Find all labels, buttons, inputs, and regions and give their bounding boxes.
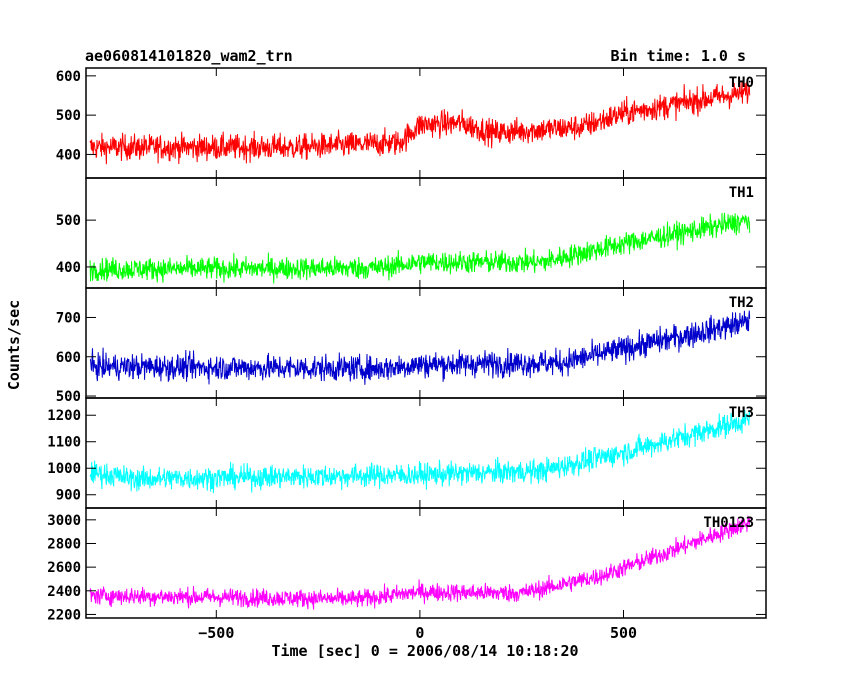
panel-th2: 500 600 700 TH2 (56, 287, 767, 405)
y-tick-label: 400 (56, 147, 81, 163)
panel-th0: 400 500 600 TH0 (56, 67, 767, 179)
y-tick-label: 1200 (47, 408, 81, 424)
panel-frame (85, 287, 767, 399)
series-th1 (89, 212, 751, 284)
panel-th0123: 2200 2400 2600 2800 3000 TH0123 (47, 507, 767, 623)
x-tick-label: −500 (198, 624, 234, 642)
series-th0 (89, 80, 751, 165)
y-tick-label: 1100 (47, 435, 81, 451)
y-tick-label: 500 (56, 108, 81, 124)
y-tick-label: 700 (56, 310, 81, 326)
panel-th1: 400 500 TH1 (56, 177, 767, 289)
y-tick-label: 500 (56, 389, 81, 405)
series-th3 (89, 409, 751, 494)
y-axis-label: Counts/sec (5, 300, 23, 390)
y-tick-label: 500 (56, 213, 81, 229)
bin-time-label: Bin time: 1.0 s (611, 47, 746, 65)
panel-label: TH0123 (703, 515, 754, 531)
panel-label: TH2 (729, 295, 754, 311)
panel-label: TH0 (729, 75, 754, 91)
panel-label: TH1 (729, 185, 754, 201)
series-th2 (89, 310, 751, 385)
y-tick-label: 1000 (47, 461, 81, 477)
plot-title: ae060814101820_wam2_trn (85, 47, 293, 65)
panel-th3: 900 1000 1100 1200 TH3 (47, 397, 767, 509)
x-tick-label: 500 (610, 624, 637, 642)
panel-label: TH3 (729, 405, 754, 421)
y-tick-label: 900 (56, 488, 81, 504)
y-tick-label: 3000 (47, 513, 81, 529)
y-tick-label: 400 (56, 260, 81, 276)
y-tick-label: 2200 (47, 607, 81, 623)
x-axis-label: Time [sec] 0 = 2006/08/14 10:18:20 (271, 642, 578, 660)
y-tick-label: 2400 (47, 584, 81, 600)
series-th0123 (89, 515, 751, 610)
panel-frame (85, 397, 767, 509)
y-tick-label: 600 (56, 350, 81, 366)
y-tick-label: 2600 (47, 560, 81, 576)
x-tick-label: 0 (415, 624, 424, 642)
y-tick-label: 2800 (47, 536, 81, 552)
panel-group: 400 500 600 TH0 400 500 TH1 500 600 700 TH2 900 1000… (47, 67, 767, 642)
panel-frame (85, 507, 767, 619)
y-tick-label: 600 (56, 69, 81, 85)
